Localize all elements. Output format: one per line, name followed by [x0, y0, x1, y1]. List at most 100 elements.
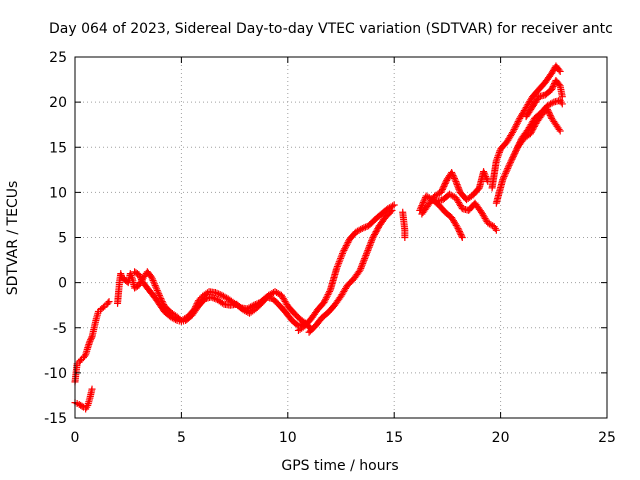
data-point [78, 402, 86, 410]
data-point [359, 259, 367, 267]
data-point [209, 294, 217, 302]
data-point [513, 121, 521, 129]
data-point [504, 165, 512, 173]
data-point [356, 266, 364, 274]
data-point [452, 178, 460, 186]
data-points [71, 62, 566, 413]
data-point [322, 295, 330, 303]
y-tick-label: -10 [44, 366, 67, 382]
data-point [450, 173, 458, 181]
data-point [511, 124, 519, 132]
data-point [387, 208, 395, 216]
data-point [401, 234, 409, 241]
data-point [364, 246, 372, 254]
data-point [366, 242, 374, 250]
data-point [494, 152, 502, 160]
data-point [454, 182, 462, 190]
data-point [511, 149, 519, 157]
data-point [338, 251, 346, 259]
data-point [339, 248, 347, 256]
data-point [363, 248, 371, 256]
data-point [499, 176, 507, 184]
y-tick-labels: -15 -10 -5 0 5 10 15 20 25 [44, 50, 67, 427]
data-point [76, 357, 84, 365]
data-point [506, 160, 514, 168]
data-point [368, 237, 376, 245]
data-point [453, 181, 461, 189]
data-point [482, 173, 490, 181]
data-point [454, 184, 462, 192]
x-tick-label: 10 [279, 430, 297, 446]
x-tick-label: 5 [177, 430, 186, 446]
data-point [510, 125, 518, 133]
data-point [155, 290, 163, 298]
data-point [342, 242, 350, 250]
data-point [480, 169, 488, 177]
data-point [483, 176, 491, 184]
data-point [364, 245, 372, 253]
data-point [509, 152, 517, 160]
data-point [368, 235, 376, 243]
data-point [135, 271, 143, 279]
y-axis-label: SDTVAR / TECUs [5, 181, 21, 296]
data-point [357, 263, 365, 271]
data-point [323, 292, 331, 300]
data-point [358, 261, 366, 269]
data-point [487, 221, 495, 229]
data-point [104, 299, 112, 307]
data-point [419, 198, 427, 206]
data-point [451, 176, 459, 184]
data-point [502, 168, 510, 176]
data-point [358, 224, 366, 232]
y-tick-label: -15 [44, 411, 67, 427]
data-point [510, 151, 518, 159]
data-point [438, 185, 446, 193]
data-point [495, 150, 503, 158]
data-point [320, 298, 328, 306]
data-point [509, 127, 517, 135]
data-point [150, 280, 158, 288]
data-point [341, 245, 349, 253]
data-point [455, 227, 463, 235]
y-tick-label: 0 [58, 276, 67, 292]
data-point [360, 224, 368, 232]
data-point [449, 192, 457, 200]
data-point [558, 100, 566, 108]
data-point [335, 259, 343, 267]
data-point [448, 169, 456, 177]
data-point [416, 206, 424, 214]
data-point [172, 316, 180, 324]
data-point [218, 299, 226, 307]
data-point [503, 166, 511, 174]
x-tick-label: 15 [385, 430, 403, 446]
data-point [86, 337, 94, 345]
data-point [136, 272, 144, 280]
data-point [338, 250, 346, 258]
data-point [549, 82, 557, 90]
data-point [274, 289, 282, 297]
data-point [363, 250, 371, 258]
data-point [482, 174, 490, 182]
data-point [150, 278, 158, 286]
data-point [555, 125, 563, 133]
data-point [449, 172, 457, 180]
data-point [439, 184, 447, 192]
data-point [325, 289, 333, 297]
data-point [494, 153, 502, 161]
y-tick-label: 15 [49, 140, 67, 156]
data-point [500, 173, 508, 181]
data-point [499, 174, 507, 182]
data-point [416, 205, 424, 213]
y-tick-label: 5 [58, 231, 67, 247]
data-point [211, 289, 219, 297]
data-point [333, 263, 341, 271]
data-point [215, 290, 223, 298]
x-tick-label: 0 [71, 430, 80, 446]
data-point [153, 285, 161, 293]
data-point [333, 264, 341, 272]
data-point [340, 246, 348, 254]
data-point [492, 226, 500, 234]
data-point [374, 225, 382, 233]
data-point [87, 336, 95, 344]
data-point [149, 277, 157, 285]
